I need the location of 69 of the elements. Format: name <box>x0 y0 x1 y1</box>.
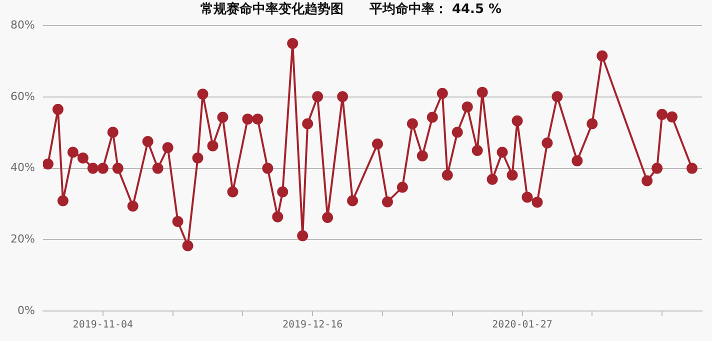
point <box>406 118 418 130</box>
point <box>552 91 563 102</box>
point <box>272 211 284 222</box>
point <box>227 186 238 198</box>
point <box>112 162 124 174</box>
point <box>192 152 204 164</box>
point <box>666 111 678 122</box>
y-tick-label: 0% <box>18 304 35 317</box>
point <box>43 158 54 170</box>
point <box>217 112 228 123</box>
point <box>347 195 358 206</box>
x-tick-label: 2019-11-04 <box>72 320 134 331</box>
point <box>586 118 598 130</box>
point <box>426 112 438 123</box>
point <box>87 162 98 174</box>
point <box>416 150 428 162</box>
point <box>496 146 508 158</box>
point <box>656 108 668 120</box>
point <box>382 196 393 208</box>
point <box>512 115 523 126</box>
point <box>207 140 218 152</box>
point <box>506 170 518 181</box>
point <box>182 240 194 252</box>
x-tick-label: 2019-12-16 <box>282 320 343 331</box>
point <box>337 91 348 102</box>
point <box>197 88 208 100</box>
point <box>652 162 663 174</box>
point <box>596 50 608 62</box>
point <box>542 137 553 148</box>
point <box>277 186 288 198</box>
point <box>486 174 498 185</box>
point <box>642 175 653 186</box>
point <box>372 138 383 150</box>
point <box>472 144 483 156</box>
point <box>532 196 543 208</box>
y-tick-label: 40% <box>10 161 35 174</box>
point <box>127 200 138 212</box>
point <box>686 162 698 174</box>
point <box>252 114 264 125</box>
point <box>52 104 64 115</box>
point <box>452 126 463 138</box>
point <box>572 155 583 166</box>
point <box>297 230 308 242</box>
point <box>57 195 68 206</box>
x-tick-label: 2020-01-27 <box>492 320 552 331</box>
point <box>107 126 118 138</box>
point <box>396 182 408 193</box>
point <box>152 162 164 174</box>
y-tick-label: 20% <box>10 232 35 246</box>
point <box>67 146 78 158</box>
point <box>312 91 324 102</box>
point <box>436 88 448 99</box>
point <box>476 86 488 98</box>
y-tick-label: 80% <box>10 18 35 32</box>
point <box>142 136 154 148</box>
chart-title: 常规赛命中率变化趋势图 平均命中率： 44.5 % <box>200 1 502 18</box>
point <box>242 114 254 125</box>
point <box>442 170 453 181</box>
point <box>172 216 184 227</box>
point <box>462 101 473 112</box>
point <box>77 152 88 164</box>
point <box>97 162 108 174</box>
point <box>322 212 334 224</box>
point <box>262 162 274 174</box>
point <box>302 118 314 130</box>
point <box>287 38 298 49</box>
point <box>162 142 174 154</box>
y-tick-label: 60% <box>10 90 35 103</box>
point <box>522 192 533 203</box>
